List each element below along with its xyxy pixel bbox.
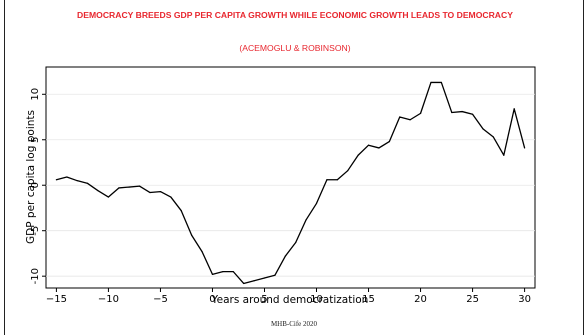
data-point (180, 210, 182, 212)
x-tick-label: 25 (466, 294, 479, 305)
data-point (97, 190, 99, 192)
data-point (305, 219, 307, 221)
data-point (492, 136, 494, 138)
data-point (503, 154, 505, 156)
data-point (139, 185, 141, 187)
data-point (451, 111, 453, 114)
x-tick-label: 0 (209, 294, 215, 305)
data-point (170, 196, 172, 198)
data-point (107, 196, 110, 198)
data-point (211, 273, 214, 275)
y-tick-label: 0 (30, 182, 41, 188)
y-tick-label: -10 (30, 268, 41, 284)
data-point (388, 140, 390, 143)
data-point (222, 271, 224, 273)
data-point (232, 271, 234, 273)
data-point (315, 202, 318, 205)
data-point (461, 110, 463, 113)
data-point (243, 282, 245, 285)
data-point (513, 108, 515, 110)
series-line (56, 81, 526, 285)
data-point (336, 179, 338, 181)
axis-ticks: -10 -5 0 5 10 −15 −10 −5 0 5 10 15 20 25 30 (30, 88, 531, 305)
data-point (471, 113, 474, 115)
data-point (409, 119, 411, 121)
slide-subtitle: (ACEMOGLU & ROBINSON) (239, 43, 351, 53)
x-tick-label: 5 (261, 294, 267, 305)
data-point (523, 147, 526, 149)
x-tick-label: −5 (153, 294, 168, 305)
data-point (482, 128, 484, 130)
data-point (347, 170, 349, 172)
data-point (253, 280, 255, 282)
data-point (440, 81, 442, 84)
data-point (274, 274, 276, 276)
slide-title: DEMOCRACY BREEDS GDP PER CAPITA GROWTH W… (77, 10, 513, 20)
grid-lines (46, 93, 535, 277)
series-points (55, 81, 526, 285)
slide-footer: MHB-Cife 2020 (270, 320, 318, 328)
data-point (76, 180, 78, 182)
data-point (378, 147, 380, 149)
data-point (326, 179, 328, 181)
y-tick-label: -5 (30, 226, 41, 236)
data-point (149, 191, 151, 194)
data-point (191, 234, 193, 236)
data-point (284, 255, 286, 257)
y-tick-label: 5 (30, 137, 41, 143)
plot-area (45, 66, 536, 289)
data-point (357, 154, 359, 156)
data-point (201, 251, 203, 253)
data-point (430, 81, 432, 84)
data-point (159, 190, 162, 193)
x-tick-label: 20 (414, 294, 427, 305)
x-tick-label: 15 (362, 294, 375, 305)
data-point (295, 241, 297, 244)
data-point (66, 176, 68, 178)
data-point (399, 116, 401, 118)
x-tick-label: −10 (98, 294, 119, 305)
slide-frame (4, 0, 584, 335)
data-point (263, 277, 266, 279)
data-point (367, 144, 370, 146)
x-tick-label: 10 (310, 294, 323, 305)
data-point (55, 179, 58, 181)
data-point (419, 112, 422, 114)
data-point (128, 186, 130, 188)
x-tick-label: −15 (46, 294, 67, 305)
y-axis-title: GDP per capita log points (25, 110, 37, 244)
data-point (118, 187, 120, 189)
x-tick-label: 30 (518, 294, 531, 305)
x-axis-title: Years around democratization (211, 294, 369, 306)
y-tick-label: 10 (30, 88, 41, 101)
data-point (87, 182, 89, 185)
